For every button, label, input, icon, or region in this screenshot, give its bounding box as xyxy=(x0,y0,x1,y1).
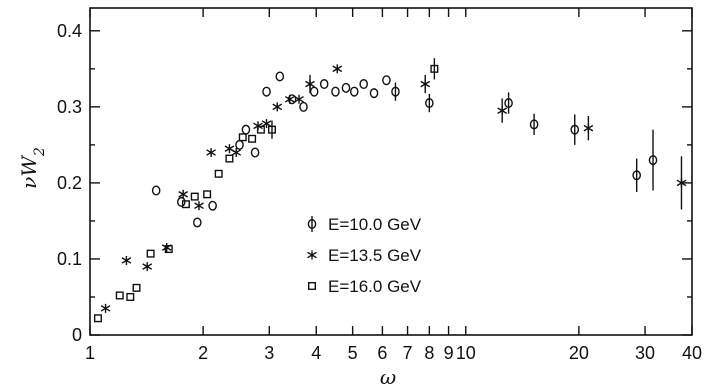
x-tick-label: 9 xyxy=(444,343,454,363)
circle-point xyxy=(349,86,359,97)
x-tick-label: 8 xyxy=(424,343,434,363)
x-axis: 1 2 3 4 5 6 7 8 9 10 20 30 40 xyxy=(85,8,702,363)
legend-label: E=10.0 GeV xyxy=(328,215,422,234)
square-point xyxy=(93,314,102,323)
y-tick-label: 0.3 xyxy=(57,97,82,117)
x-tick-label: 3 xyxy=(264,343,274,363)
circle-point xyxy=(648,129,658,191)
circle-point xyxy=(193,217,202,228)
circle-point xyxy=(504,92,513,114)
asterisk-point xyxy=(100,303,111,313)
legend-marker xyxy=(307,250,317,260)
square-point xyxy=(126,292,135,301)
square-point xyxy=(248,134,257,143)
circle-point xyxy=(208,200,217,211)
circle-point xyxy=(250,147,260,158)
asterisk-point xyxy=(676,156,687,210)
y-axis: 0 0.1 0.2 0.3 0.4 xyxy=(57,21,692,345)
square-point xyxy=(146,249,155,258)
asterisk-point xyxy=(420,74,431,94)
asterisk-point xyxy=(161,243,172,253)
square-point xyxy=(115,291,124,300)
plot-frame xyxy=(89,7,693,336)
asterisk-point xyxy=(305,74,315,94)
x-tick-label: 10 xyxy=(456,343,476,363)
circle-point xyxy=(177,196,186,207)
circle-point xyxy=(235,139,244,150)
circle-point xyxy=(331,86,340,97)
asterisk-point xyxy=(231,147,242,157)
asterisk-point xyxy=(497,98,508,123)
asterisk-point xyxy=(224,144,235,154)
x-tick-label: 7 xyxy=(403,343,413,363)
x-tick-label: 40 xyxy=(682,343,702,363)
y-tick-label: 0.1 xyxy=(57,249,82,269)
legend: E=10.0 GeV E=13.5 GeV E=16.0 GeV xyxy=(307,215,422,296)
asterisk-point xyxy=(206,147,216,157)
x-tick-label: 6 xyxy=(377,343,387,363)
y-tick-label: 0.2 xyxy=(57,173,82,193)
square-point xyxy=(132,283,141,292)
circle-point xyxy=(309,86,319,97)
circle-point xyxy=(425,93,434,113)
data-points xyxy=(93,58,687,323)
legend-item: E=16.0 GeV xyxy=(308,277,422,296)
asterisk-point xyxy=(142,262,153,272)
asterisk-point xyxy=(294,94,304,104)
x-tick-label: 4 xyxy=(311,343,321,363)
asterisk-point xyxy=(284,94,295,104)
legend-label: E=16.0 GeV xyxy=(328,277,422,296)
circle-point xyxy=(319,79,329,90)
circle-point xyxy=(151,185,161,196)
asterisk-point xyxy=(272,102,283,112)
circle-point xyxy=(382,75,391,86)
x-tick-label: 5 xyxy=(348,343,358,363)
asterisk-point xyxy=(178,189,189,199)
circle-point xyxy=(262,86,271,97)
square-point xyxy=(164,245,173,254)
legend-item: E=10.0 GeV xyxy=(307,215,422,234)
x-axis-title: ω xyxy=(380,365,396,389)
square-point xyxy=(267,120,276,139)
y-tick-label: 0 xyxy=(72,325,82,345)
square-point xyxy=(238,133,247,142)
asterisk-point xyxy=(332,64,343,74)
square-point xyxy=(190,192,199,201)
circle-point xyxy=(529,113,539,135)
circle-point xyxy=(632,158,641,193)
circle-point xyxy=(369,88,379,99)
circle-point xyxy=(570,114,580,145)
asterisk-point xyxy=(121,255,132,265)
legend-marker xyxy=(308,282,317,291)
circle-point xyxy=(241,124,251,135)
asterisk-point xyxy=(261,119,272,129)
square-point xyxy=(256,125,265,134)
asterisk-point xyxy=(583,115,594,141)
circle-point xyxy=(391,82,400,101)
square-point xyxy=(181,200,190,209)
y-axis-title: νW2 xyxy=(17,147,48,189)
circle-point xyxy=(359,79,368,90)
square-point xyxy=(430,58,439,80)
x-tick-label: 2 xyxy=(198,343,208,363)
square-point xyxy=(225,154,234,163)
square-point xyxy=(203,190,212,199)
circle-point xyxy=(341,82,351,93)
x-tick-label: 20 xyxy=(569,343,589,363)
asterisk-point xyxy=(194,201,204,211)
legend-label: E=13.5 GeV xyxy=(328,246,422,265)
circle-point xyxy=(299,101,308,112)
y-tick-label: 0.4 xyxy=(57,21,82,41)
x-tick-label: 1 xyxy=(85,343,95,363)
x-tick-label: 30 xyxy=(635,343,655,363)
square-point xyxy=(214,169,223,178)
legend-item: E=13.5 GeV xyxy=(307,246,422,265)
circle-point xyxy=(275,71,285,82)
